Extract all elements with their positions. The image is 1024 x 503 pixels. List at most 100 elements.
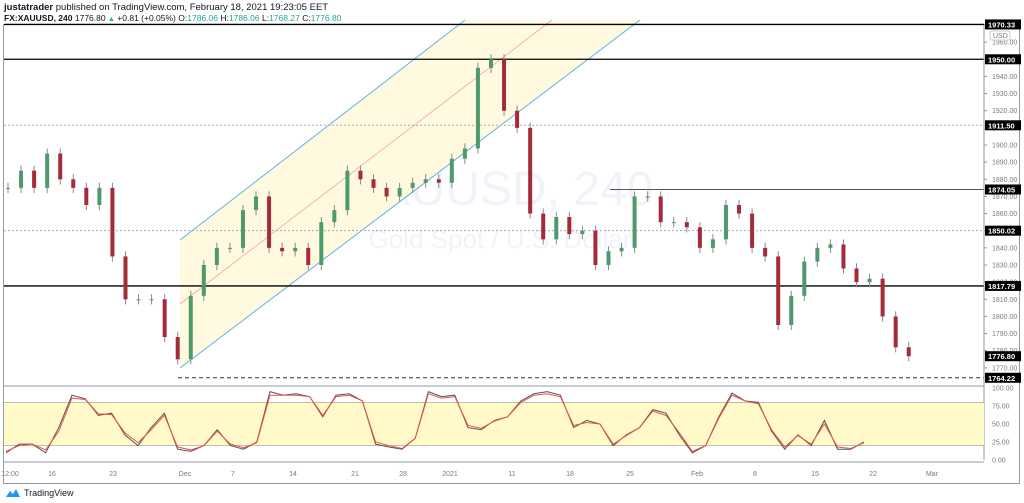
time-tick-label: 12:00 (1, 471, 19, 478)
candle-body (828, 244, 833, 248)
candle-body (854, 268, 859, 283)
candle-body (175, 337, 180, 360)
candle-body (319, 222, 324, 265)
time-tick-label: 16 (48, 471, 56, 478)
price-tick-label: 1880.00 (992, 177, 1017, 184)
time-tick-label: Mar (926, 471, 939, 478)
price-tag-label: 1911.50 (988, 121, 1015, 130)
watermark-description: Gold Spot / U.S. Dollar (369, 224, 632, 254)
candle-body (345, 170, 350, 211)
close-value: 1776.80 (310, 13, 342, 23)
time-tick-label: Dec (179, 471, 192, 478)
price-tick-label: 1900.00 (992, 143, 1017, 150)
price-tag[interactable] (985, 54, 1021, 65)
time-tick-label: 28 (399, 471, 407, 478)
osc-tick-label: 0.00 (992, 458, 1006, 465)
candle-body (619, 247, 624, 252)
candle-body (763, 247, 768, 257)
candle-body (214, 247, 219, 265)
osc-tick-label: 75.00 (992, 404, 1010, 411)
candle-body (410, 182, 415, 188)
ohlc-legend: FX:XAUUSD, 240 1776.80 ▲ +0.81 (+0.05%) … (4, 13, 342, 23)
price-tick-label: 1930.00 (992, 91, 1017, 98)
price-tick-label: 1810.00 (992, 297, 1017, 304)
open-value: 1786.06 (187, 13, 218, 23)
currency-badge[interactable] (989, 30, 1011, 41)
candle-body (867, 278, 872, 283)
candle-body (645, 196, 650, 198)
candle-body (737, 205, 742, 214)
price-tag[interactable] (985, 184, 1021, 195)
candle-body (658, 196, 663, 223)
candle-body (6, 187, 10, 189)
time-tick-label: 23 (109, 471, 117, 478)
osc-tick-label: 25.00 (992, 440, 1010, 447)
candle-body (436, 179, 441, 183)
candle-body (423, 179, 428, 183)
time-tick-label: 8 (753, 471, 757, 478)
price-tick-label: 1940.00 (992, 74, 1017, 81)
price-tag[interactable] (985, 120, 1021, 131)
price-tag[interactable] (985, 351, 1021, 362)
price-tag[interactable] (985, 280, 1021, 291)
candle-body (554, 217, 559, 240)
price-tick-label: 1920.00 (992, 108, 1017, 115)
price-tick-label: 1890.00 (992, 160, 1017, 167)
candle-body (462, 148, 467, 159)
time-tick-label: 18 (566, 471, 574, 478)
low-value: 1768.27 (269, 13, 300, 23)
time-tick-label: 2021 (442, 471, 458, 478)
tradingview-logo[interactable]: TradingView (5, 488, 74, 498)
price-tag-label: 1817.79 (988, 282, 1015, 291)
price-tag-label: 1776.80 (988, 352, 1015, 361)
candle-body (475, 67, 480, 149)
time-tick-label: 21 (351, 471, 359, 478)
candle-body (776, 256, 781, 325)
candle-body (893, 316, 898, 348)
candle-body (358, 170, 363, 180)
price-tag[interactable] (985, 372, 1021, 383)
candle-body (632, 196, 637, 248)
price-tick-label: 1870.00 (992, 194, 1017, 201)
candle-body (123, 256, 128, 300)
candle-body (97, 187, 102, 205)
candle-body (136, 299, 141, 301)
candle-body (71, 179, 76, 188)
candle-body (45, 153, 50, 188)
candle-body (541, 213, 546, 240)
candle-body (489, 59, 493, 68)
candle-body (84, 187, 89, 205)
candle-body (515, 110, 520, 128)
price-tick-label: 1830.00 (992, 263, 1017, 270)
osc-line-%K (5, 390, 865, 454)
high-value: 1786.06 (228, 13, 260, 23)
candle-body (306, 247, 311, 265)
candle-body (201, 265, 206, 296)
time-tick-label: Feb (691, 471, 703, 478)
time-tick-label: 15 (811, 471, 819, 478)
time-tick-label: 14 (289, 471, 297, 478)
candle-body (449, 158, 454, 183)
candle-body (802, 261, 807, 296)
candle-body (19, 170, 24, 188)
publisher-name[interactable]: justatrader (4, 2, 54, 13)
time-tick-label: 25 (626, 471, 634, 478)
price-tag-label: 1950.00 (988, 55, 1015, 64)
brand-label: TradingView (24, 488, 74, 498)
channel-upper-line[interactable] (179, 19, 466, 241)
price-tag[interactable] (985, 19, 1021, 30)
candle-body (384, 187, 389, 197)
channel-lower-line[interactable] (179, 19, 641, 369)
price-tick-label: 1960.00 (992, 40, 1017, 47)
price-tick-label: 1770.00 (992, 365, 1017, 372)
candle-body (671, 222, 676, 224)
publish-info: justatrader published on TradingView.com… (4, 2, 328, 13)
candle-body (789, 295, 794, 325)
osc-tick-label: 50.00 (992, 422, 1010, 429)
price-tick-label: 1860.00 (992, 211, 1017, 218)
candle-body (906, 347, 911, 357)
price-tag-label: 1874.05 (988, 185, 1015, 194)
price-tag[interactable] (985, 225, 1021, 236)
candle-body (397, 187, 402, 197)
